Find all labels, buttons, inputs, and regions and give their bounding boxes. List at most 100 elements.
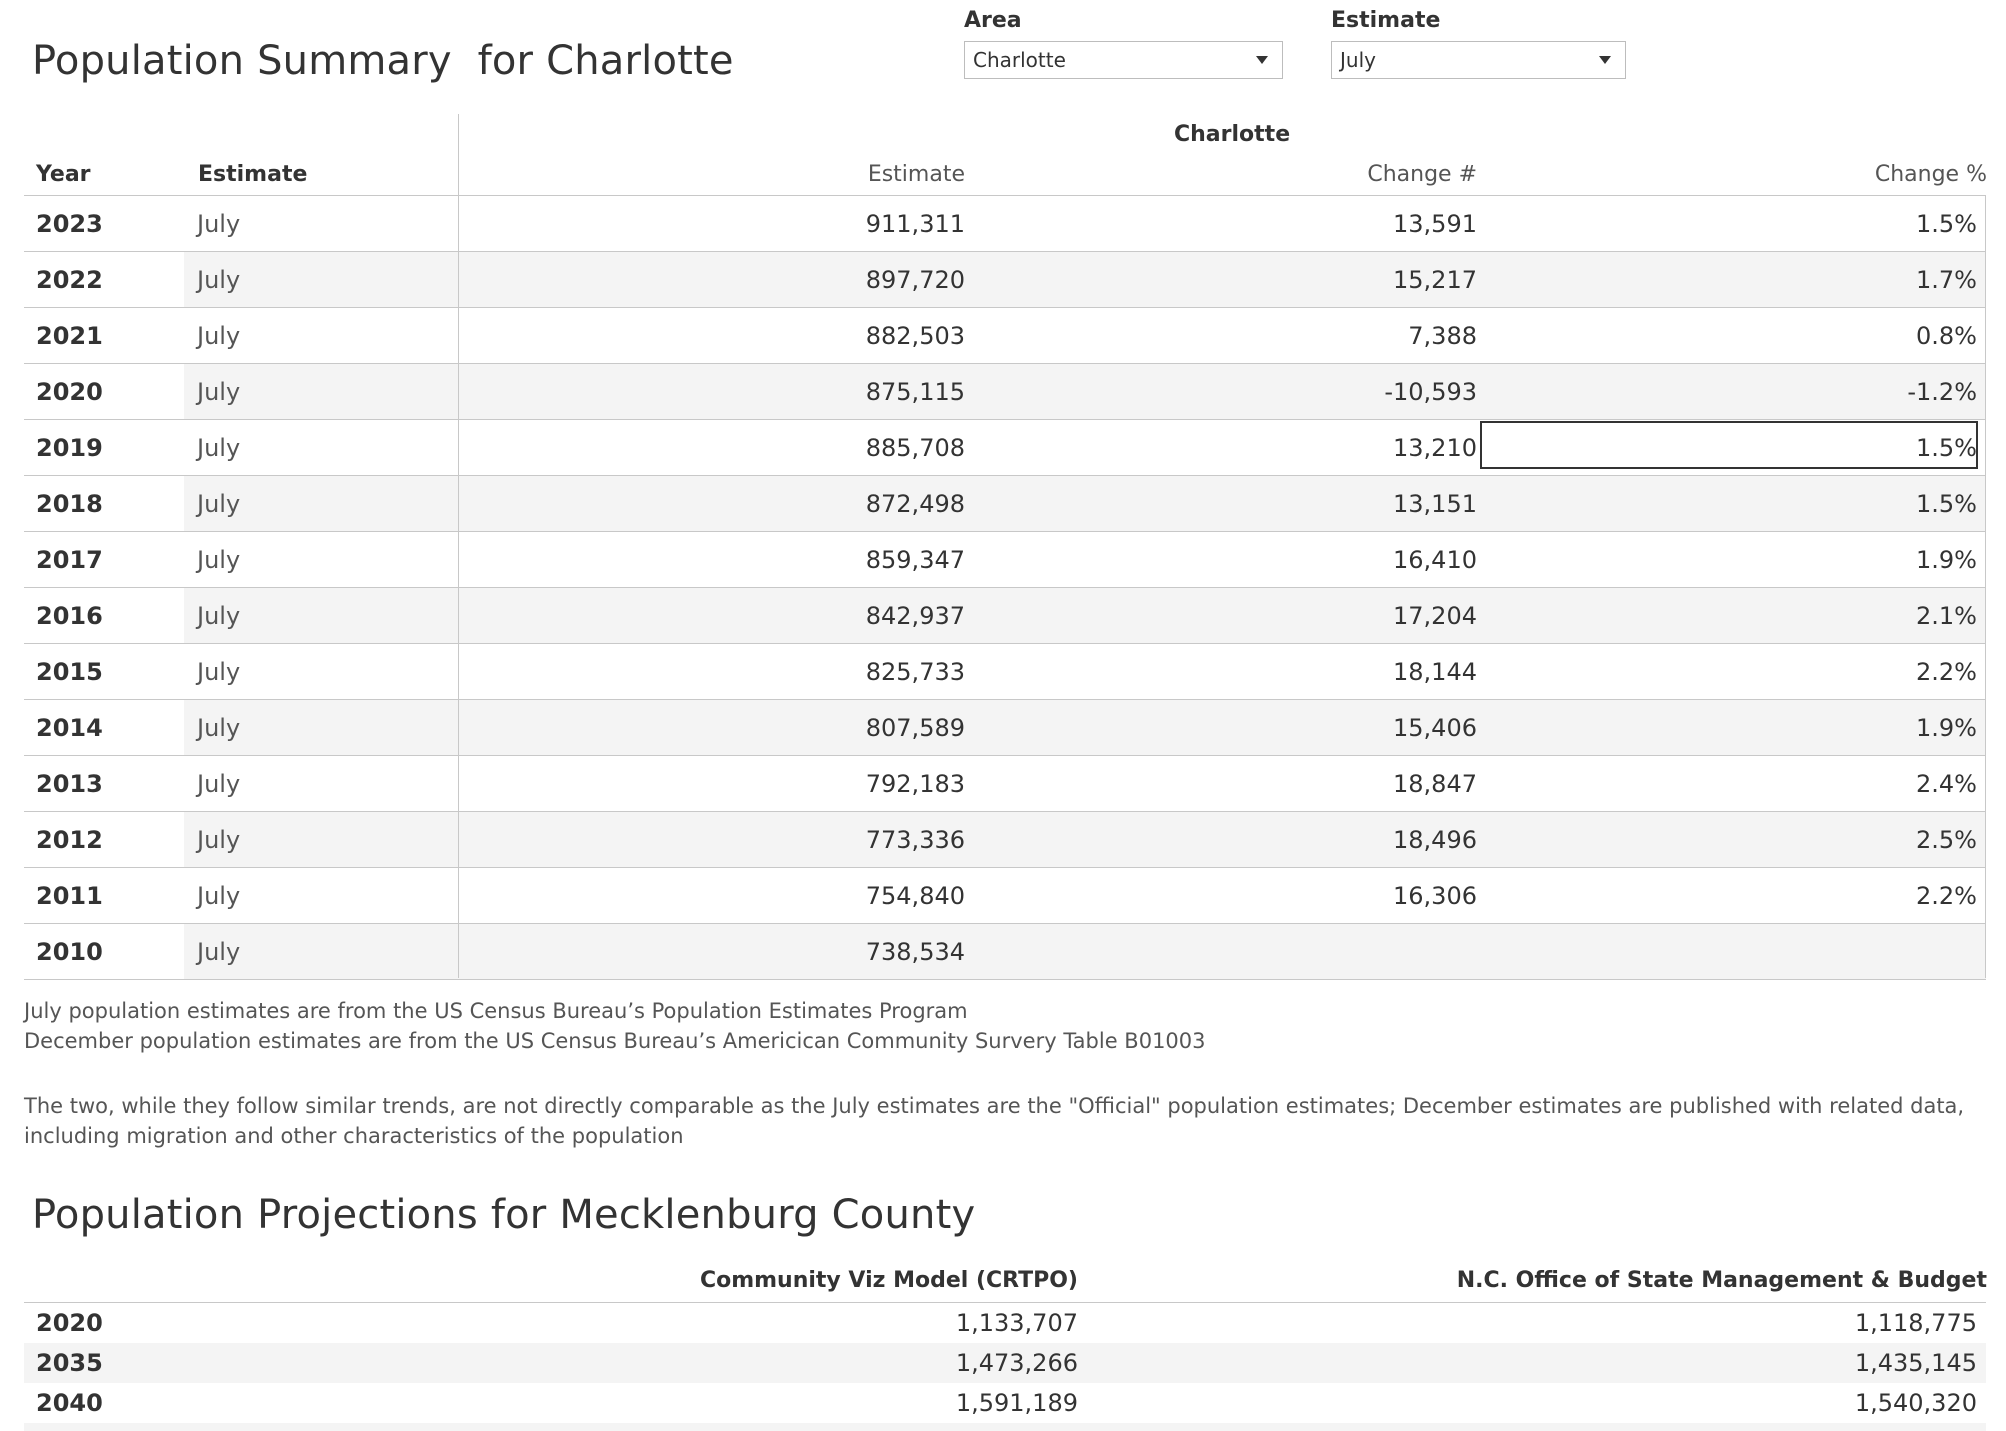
cell-estimate-type: July xyxy=(197,938,241,966)
header-year: Year xyxy=(36,162,91,187)
projection-row: 2020 1,133,707 1,118,775 xyxy=(24,1303,1986,1343)
cell-change-number[interactable]: 13,151 xyxy=(1393,490,1477,518)
cell-change-percent[interactable]: 1.9% xyxy=(1916,714,1977,742)
cell-estimate-value[interactable]: 792,183 xyxy=(865,770,965,798)
cell-year: 2012 xyxy=(36,826,103,854)
cell-change-percent[interactable]: 2.4% xyxy=(1916,770,1977,798)
estimate-dropdown[interactable]: July xyxy=(1331,41,1626,79)
table-row: 2018 July 872,498 13,151 1.5% xyxy=(24,476,1986,532)
cell-estimate-type: July xyxy=(197,826,241,854)
table-row: 2014 July 807,589 15,406 1.9% xyxy=(24,700,1986,756)
cell-estimate-value[interactable]: 842,937 xyxy=(865,602,965,630)
cell-change-percent[interactable]: 2.1% xyxy=(1916,602,1977,630)
cell-estimate-value[interactable]: 754,840 xyxy=(865,882,965,910)
cell-year: 2022 xyxy=(36,266,103,294)
cell-estimate-type: July xyxy=(197,714,241,742)
chevron-down-icon xyxy=(1599,56,1611,64)
projection-crtpo-value[interactable]: 1,591,189 xyxy=(955,1389,1078,1417)
cell-change-percent[interactable] xyxy=(1724,924,1977,980)
cell-estimate-type: July xyxy=(197,378,241,406)
cell-estimate-value[interactable]: 885,708 xyxy=(865,434,965,462)
cell-change-number[interactable]: 13,591 xyxy=(1393,210,1477,238)
header-change-number: Change # xyxy=(1367,162,1477,187)
cell-estimate-type: July xyxy=(197,770,241,798)
cell-year: 2014 xyxy=(36,714,103,742)
projection-osbm-value[interactable]: 1,540,320 xyxy=(1854,1389,1977,1417)
area-dropdown-value: Charlotte xyxy=(973,48,1066,72)
note-comparability: The two, while they follow similar trend… xyxy=(24,1094,1965,1118)
cell-year: 2017 xyxy=(36,546,103,574)
cell-estimate-value[interactable]: 738,534 xyxy=(865,938,965,966)
projection-osbm-value[interactable]: 1,435,145 xyxy=(1854,1349,1977,1377)
cell-year: 2019 xyxy=(36,434,103,462)
cell-change-number[interactable]: 18,847 xyxy=(1393,770,1477,798)
cell-change-number[interactable]: 7,388 xyxy=(1408,322,1477,350)
note-comparability-continued: including migration and other characteri… xyxy=(24,1124,684,1148)
note-july-source: July population estimates are from the U… xyxy=(24,999,968,1023)
column-divider xyxy=(458,114,459,978)
cell-estimate-value[interactable]: 807,589 xyxy=(865,714,965,742)
cell-estimate-value[interactable]: 897,720 xyxy=(865,266,965,294)
projection-crtpo-value[interactable]: 1,133,707 xyxy=(955,1309,1078,1337)
cell-estimate-type: July xyxy=(197,546,241,574)
header-estimate-value: Estimate xyxy=(867,162,965,187)
cell-change-percent[interactable]: 1.5% xyxy=(1916,490,1977,518)
cell-change-percent[interactable]: 2.2% xyxy=(1916,882,1977,910)
cell-change-percent[interactable]: 0.8% xyxy=(1916,322,1977,350)
cell-estimate-type: July xyxy=(197,266,241,294)
area-filter-label: Area xyxy=(964,8,1022,33)
table-group-header: Charlotte xyxy=(1174,122,1291,147)
projection-row: 2040 1,591,189 1,540,320 xyxy=(24,1383,1986,1423)
table-row: 2022 July 897,720 15,217 1.7% xyxy=(24,252,1986,308)
cell-year: 2013 xyxy=(36,770,103,798)
cell-year: 2023 xyxy=(36,210,103,238)
table-row: 2016 July 842,937 17,204 2.1% xyxy=(24,588,1986,644)
header-divider xyxy=(24,195,1986,196)
projections-title: Population Projections for Mecklenburg C… xyxy=(32,1192,976,1238)
table-row: 2010 July 738,534 xyxy=(24,924,1986,980)
cell-estimate-type: July xyxy=(197,434,241,462)
cell-change-number[interactable]: 15,406 xyxy=(1393,714,1477,742)
cell-estimate-type: July xyxy=(197,658,241,686)
projection-year: 2020 xyxy=(36,1309,103,1337)
cell-estimate-value[interactable]: 859,347 xyxy=(865,546,965,574)
cell-estimate-value[interactable]: 773,336 xyxy=(865,826,965,854)
header-estimate-type: Estimate xyxy=(198,162,308,187)
cell-change-number[interactable]: -10,593 xyxy=(1384,378,1477,406)
cell-year: 2015 xyxy=(36,658,103,686)
table-row: 2013 July 792,183 18,847 2.4% xyxy=(24,756,1986,812)
note-december-source: December population estimates are from t… xyxy=(24,1029,1206,1053)
cell-estimate-value[interactable]: 875,115 xyxy=(865,378,965,406)
cell-change-percent[interactable]: 2.5% xyxy=(1916,826,1977,854)
table-row: 2017 July 859,347 16,410 1.9% xyxy=(24,532,1986,588)
projection-osbm-value[interactable]: 1,118,775 xyxy=(1854,1309,1977,1337)
cell-year: 2018 xyxy=(36,490,103,518)
cell-estimate-value[interactable]: 872,498 xyxy=(865,490,965,518)
cell-estimate-type: July xyxy=(197,322,241,350)
cell-change-percent[interactable]: 1.9% xyxy=(1916,546,1977,574)
cell-change-number[interactable]: 16,410 xyxy=(1393,546,1477,574)
cell-change-number[interactable]: 18,144 xyxy=(1393,658,1477,686)
cell-change-percent[interactable]: -1.2% xyxy=(1907,378,1977,406)
cell-change-percent[interactable]: 2.2% xyxy=(1916,658,1977,686)
cell-change-number[interactable]: 15,217 xyxy=(1393,266,1477,294)
cell-change-percent[interactable]: 1.7% xyxy=(1916,266,1977,294)
table-row: 2019 July 885,708 13,210 1.5% xyxy=(24,420,1986,476)
cell-change-number[interactable] xyxy=(1224,924,1477,980)
projection-year: 2040 xyxy=(36,1389,103,1417)
cell-estimate-value[interactable]: 911,311 xyxy=(865,210,965,238)
cell-change-number[interactable]: 16,306 xyxy=(1393,882,1477,910)
cell-change-percent[interactable]: 1.5% xyxy=(1916,434,1977,462)
cell-change-number[interactable]: 18,496 xyxy=(1393,826,1477,854)
cell-estimate-value[interactable]: 825,733 xyxy=(865,658,965,686)
cell-estimate-type: July xyxy=(197,490,241,518)
cell-year: 2020 xyxy=(36,378,103,406)
cell-estimate-value[interactable]: 882,503 xyxy=(865,322,965,350)
projection-crtpo-value[interactable]: 1,473,266 xyxy=(955,1349,1078,1377)
area-dropdown[interactable]: Charlotte xyxy=(964,41,1283,79)
cell-change-number[interactable]: 17,204 xyxy=(1393,602,1477,630)
table-row: 2020 July 875,115 -10,593 -1.2% xyxy=(24,364,1986,420)
cell-change-percent[interactable]: 1.5% xyxy=(1916,210,1977,238)
cell-change-number[interactable]: 13,210 xyxy=(1393,434,1477,462)
table-row: 2023 July 911,311 13,591 1.5% xyxy=(24,196,1986,252)
